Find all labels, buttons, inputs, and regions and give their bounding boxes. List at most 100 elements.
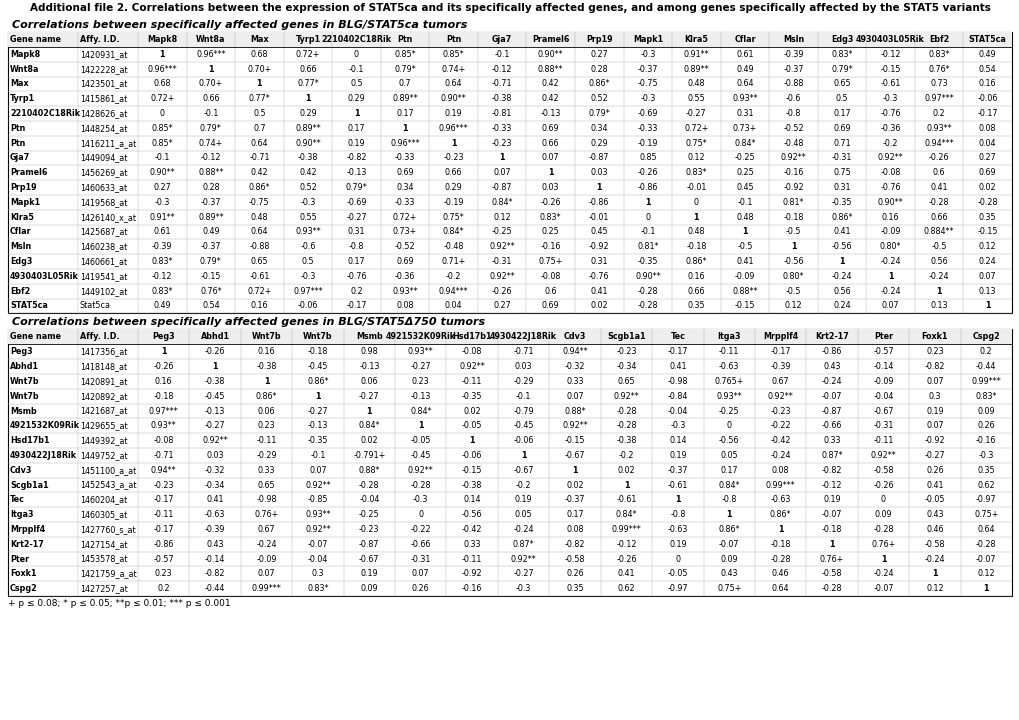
Text: 0.5: 0.5 — [253, 109, 265, 118]
Text: 0.92**: 0.92** — [511, 554, 536, 564]
Text: -0.33: -0.33 — [637, 124, 657, 133]
Text: 0.89**: 0.89** — [392, 94, 418, 103]
Text: -0.04: -0.04 — [308, 554, 328, 564]
Text: -0.98: -0.98 — [666, 377, 688, 386]
Text: 2210402C18Rik: 2210402C18Rik — [10, 109, 81, 118]
Text: 0.35: 0.35 — [687, 302, 704, 310]
Text: 0.90**: 0.90** — [877, 198, 903, 207]
Text: -0.04: -0.04 — [872, 392, 893, 401]
Text: 0.04: 0.04 — [978, 139, 996, 148]
Text: 0.66: 0.66 — [541, 139, 559, 148]
Text: 0.23: 0.23 — [925, 347, 943, 356]
Text: 0.72+: 0.72+ — [150, 94, 174, 103]
Text: 0.75+: 0.75+ — [716, 584, 741, 593]
Text: -0.13: -0.13 — [359, 362, 379, 371]
Text: 0.99***: 0.99*** — [765, 480, 795, 490]
Text: 0.46: 0.46 — [925, 525, 943, 534]
Text: 0.02: 0.02 — [463, 407, 481, 415]
Text: -0.52: -0.52 — [783, 124, 803, 133]
Text: -0.12: -0.12 — [201, 153, 221, 163]
Text: Max: Max — [10, 79, 29, 89]
Text: 1418148_at: 1418148_at — [79, 362, 127, 371]
Text: Ptn: Ptn — [445, 35, 461, 44]
Text: 0.93**: 0.93** — [151, 421, 176, 431]
Text: 0.83*: 0.83* — [927, 50, 949, 59]
Text: -0.52: -0.52 — [394, 243, 415, 251]
Text: 0.02: 0.02 — [616, 466, 635, 474]
Text: -0.3: -0.3 — [413, 495, 428, 504]
Text: 1: 1 — [935, 287, 941, 296]
Text: 0.16: 0.16 — [251, 302, 268, 310]
Text: 0.86*: 0.86* — [307, 377, 328, 386]
Text: 0.42: 0.42 — [541, 79, 559, 89]
Text: 0.92**: 0.92** — [870, 451, 896, 460]
Text: -0.04: -0.04 — [359, 495, 379, 504]
Text: 1421687_at: 1421687_at — [79, 407, 127, 415]
Text: 0.99***: 0.99*** — [970, 377, 1001, 386]
Text: 0.19: 0.19 — [822, 495, 840, 504]
Text: 0.69: 0.69 — [395, 257, 414, 266]
Text: 1: 1 — [450, 139, 455, 148]
Text: 0.76*: 0.76* — [927, 65, 949, 73]
Text: 0: 0 — [693, 198, 698, 207]
Text: 0.79*: 0.79* — [345, 183, 367, 192]
Text: 0.52: 0.52 — [590, 94, 607, 103]
Text: -0.11: -0.11 — [462, 554, 482, 564]
Text: 0.92**: 0.92** — [767, 392, 793, 401]
Text: -0.28: -0.28 — [615, 421, 636, 431]
Text: 0: 0 — [354, 50, 359, 59]
Text: -0.87: -0.87 — [359, 540, 379, 549]
Text: Edg3: Edg3 — [830, 35, 853, 44]
Text: 0: 0 — [675, 554, 680, 564]
Text: 0.75: 0.75 — [833, 168, 850, 177]
Text: Itga3: Itga3 — [716, 333, 740, 341]
Text: Wnt7b: Wnt7b — [10, 377, 40, 386]
Text: 0.65: 0.65 — [258, 480, 275, 490]
Text: 0.85*: 0.85* — [394, 50, 416, 59]
Text: 0.19: 0.19 — [668, 451, 686, 460]
Text: -0.24: -0.24 — [928, 272, 949, 281]
Text: 1: 1 — [742, 228, 747, 236]
Text: 0.66: 0.66 — [929, 212, 947, 222]
Text: -0.05: -0.05 — [924, 495, 945, 504]
Text: Scgb1a1: Scgb1a1 — [10, 480, 49, 490]
Text: Correlations between specifically affected genes in BLG/STAT5ca tumors: Correlations between specifically affect… — [12, 20, 467, 30]
Text: -0.28: -0.28 — [637, 287, 657, 296]
Text: 0.64: 0.64 — [976, 525, 995, 534]
Text: 0.09: 0.09 — [874, 510, 892, 519]
Text: Wnt7b: Wnt7b — [252, 333, 281, 341]
Text: 0.67: 0.67 — [258, 525, 275, 534]
Text: 1420931_at: 1420931_at — [79, 50, 127, 59]
Text: -0.19: -0.19 — [443, 198, 464, 207]
Text: -0.28: -0.28 — [769, 554, 790, 564]
Text: 1456269_at: 1456269_at — [79, 168, 127, 177]
Text: -0.85: -0.85 — [308, 495, 328, 504]
Text: 0.54: 0.54 — [202, 302, 219, 310]
Text: 0.64: 0.64 — [736, 79, 753, 89]
Text: 0.41: 0.41 — [590, 287, 607, 296]
Text: 0.70+: 0.70+ — [247, 65, 271, 73]
Text: -0.37: -0.37 — [565, 495, 585, 504]
Text: 0.03: 0.03 — [515, 362, 532, 371]
Text: 0.17: 0.17 — [566, 510, 583, 519]
Text: 0.26: 0.26 — [412, 584, 429, 593]
Text: 0.16: 0.16 — [978, 79, 996, 89]
Text: 1: 1 — [572, 466, 577, 474]
Text: 1421759_a_at: 1421759_a_at — [79, 570, 137, 578]
Text: -0.8: -0.8 — [669, 510, 685, 519]
Text: -0.23: -0.23 — [769, 407, 790, 415]
Text: -0.06: -0.06 — [513, 436, 533, 445]
Text: -0.17: -0.17 — [666, 347, 688, 356]
Text: -0.82: -0.82 — [205, 570, 225, 578]
Text: 0.16: 0.16 — [687, 272, 704, 281]
Text: 0.62: 0.62 — [616, 584, 635, 593]
Text: 0.85: 0.85 — [638, 153, 656, 163]
Text: 0.79*: 0.79* — [588, 109, 609, 118]
Text: STAT5ca: STAT5ca — [968, 35, 1006, 44]
Text: -0.82: -0.82 — [565, 540, 585, 549]
Text: -0.1: -0.1 — [737, 198, 752, 207]
Text: 0.41: 0.41 — [833, 228, 850, 236]
Text: Cdv3: Cdv3 — [564, 333, 586, 341]
Text: 0.12: 0.12 — [925, 584, 943, 593]
Text: 0.17: 0.17 — [347, 124, 365, 133]
